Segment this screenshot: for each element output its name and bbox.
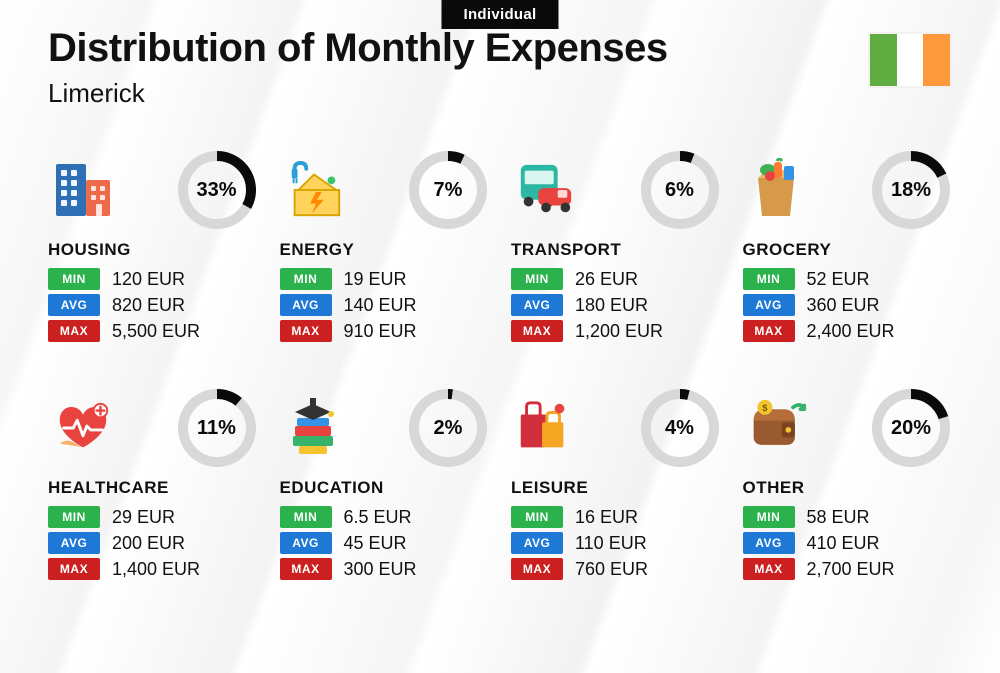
min-pill: MIN bbox=[48, 506, 100, 528]
avg-value: 200 EUR bbox=[112, 533, 185, 554]
avg-pill: AVG bbox=[280, 294, 332, 316]
min-pill: MIN bbox=[743, 268, 795, 290]
max-pill: MAX bbox=[743, 320, 795, 342]
pct-ring: 2% bbox=[407, 387, 489, 469]
pct-value: 33% bbox=[176, 149, 258, 231]
housing-icon bbox=[48, 155, 128, 225]
pct-value: 7% bbox=[407, 149, 489, 231]
category-name: HOUSING bbox=[48, 240, 258, 260]
category-card-other: $ 20% OTHER MIN 58 EUR AVG 410 EUR MAX 2… bbox=[743, 388, 953, 584]
avg-value: 140 EUR bbox=[344, 295, 417, 316]
avg-pill: AVG bbox=[280, 532, 332, 554]
category-card-leisure: 4% LEISURE MIN 16 EUR AVG 110 EUR MAX 76… bbox=[511, 388, 721, 584]
min-pill: MIN bbox=[511, 268, 563, 290]
pct-ring: 6% bbox=[639, 149, 721, 231]
pct-ring: 20% bbox=[870, 387, 952, 469]
min-pill: MIN bbox=[511, 506, 563, 528]
avg-pill: AVG bbox=[48, 294, 100, 316]
energy-icon bbox=[280, 155, 360, 225]
page-title: Distribution of Monthly Expenses bbox=[48, 26, 952, 70]
max-value: 300 EUR bbox=[344, 559, 417, 580]
max-value: 760 EUR bbox=[575, 559, 648, 580]
max-value: 910 EUR bbox=[344, 321, 417, 342]
max-pill: MAX bbox=[48, 558, 100, 580]
pct-ring: 18% bbox=[870, 149, 952, 231]
min-value: 6.5 EUR bbox=[344, 507, 412, 528]
max-value: 1,400 EUR bbox=[112, 559, 200, 580]
category-name: OTHER bbox=[743, 478, 953, 498]
min-value: 19 EUR bbox=[344, 269, 407, 290]
min-value: 29 EUR bbox=[112, 507, 175, 528]
min-value: 52 EUR bbox=[807, 269, 870, 290]
max-pill: MAX bbox=[743, 558, 795, 580]
city-name: Limerick bbox=[48, 78, 952, 109]
category-card-healthcare: 11% HEALTHCARE MIN 29 EUR AVG 200 EUR MA… bbox=[48, 388, 258, 584]
category-card-transport: 6% TRANSPORT MIN 26 EUR AVG 180 EUR MAX … bbox=[511, 150, 721, 346]
pct-value: 11% bbox=[176, 387, 258, 469]
pct-value: 2% bbox=[407, 387, 489, 469]
max-pill: MAX bbox=[280, 558, 332, 580]
pct-ring: 7% bbox=[407, 149, 489, 231]
category-name: GROCERY bbox=[743, 240, 953, 260]
category-name: LEISURE bbox=[511, 478, 721, 498]
pct-ring: 4% bbox=[639, 387, 721, 469]
category-card-education: 2% EDUCATION MIN 6.5 EUR AVG 45 EUR MAX … bbox=[280, 388, 490, 584]
pct-value: 4% bbox=[639, 387, 721, 469]
avg-pill: AVG bbox=[743, 294, 795, 316]
avg-pill: AVG bbox=[511, 532, 563, 554]
audience-tag: Individual bbox=[441, 0, 558, 29]
category-card-energy: 7% ENERGY MIN 19 EUR AVG 140 EUR MAX 910… bbox=[280, 150, 490, 346]
min-pill: MIN bbox=[280, 268, 332, 290]
category-card-housing: 33% HOUSING MIN 120 EUR AVG 820 EUR MAX … bbox=[48, 150, 258, 346]
pct-ring: 11% bbox=[176, 387, 258, 469]
header: Distribution of Monthly Expenses Limeric… bbox=[48, 26, 952, 109]
max-pill: MAX bbox=[48, 320, 100, 342]
avg-value: 360 EUR bbox=[807, 295, 880, 316]
min-pill: MIN bbox=[48, 268, 100, 290]
category-name: TRANSPORT bbox=[511, 240, 721, 260]
max-value: 5,500 EUR bbox=[112, 321, 200, 342]
svg-text:$: $ bbox=[762, 403, 768, 413]
avg-pill: AVG bbox=[511, 294, 563, 316]
avg-pill: AVG bbox=[48, 532, 100, 554]
pct-value: 20% bbox=[870, 387, 952, 469]
avg-value: 820 EUR bbox=[112, 295, 185, 316]
max-value: 2,400 EUR bbox=[807, 321, 895, 342]
category-name: ENERGY bbox=[280, 240, 490, 260]
other-icon: $ bbox=[743, 393, 823, 463]
min-value: 26 EUR bbox=[575, 269, 638, 290]
education-icon bbox=[280, 393, 360, 463]
pct-ring: 33% bbox=[176, 149, 258, 231]
category-card-grocery: 18% GROCERY MIN 52 EUR AVG 360 EUR MAX 2… bbox=[743, 150, 953, 346]
max-pill: MAX bbox=[280, 320, 332, 342]
max-value: 1,200 EUR bbox=[575, 321, 663, 342]
avg-value: 110 EUR bbox=[575, 533, 647, 554]
avg-value: 180 EUR bbox=[575, 295, 648, 316]
transport-icon bbox=[511, 155, 591, 225]
max-value: 2,700 EUR bbox=[807, 559, 895, 580]
avg-value: 45 EUR bbox=[344, 533, 407, 554]
category-name: HEALTHCARE bbox=[48, 478, 258, 498]
leisure-icon bbox=[511, 393, 591, 463]
avg-value: 410 EUR bbox=[807, 533, 880, 554]
country-flag bbox=[868, 32, 952, 88]
pct-value: 6% bbox=[639, 149, 721, 231]
avg-pill: AVG bbox=[743, 532, 795, 554]
pct-value: 18% bbox=[870, 149, 952, 231]
min-value: 16 EUR bbox=[575, 507, 638, 528]
max-pill: MAX bbox=[511, 320, 563, 342]
min-value: 120 EUR bbox=[112, 269, 185, 290]
max-pill: MAX bbox=[511, 558, 563, 580]
healthcare-icon bbox=[48, 393, 128, 463]
min-pill: MIN bbox=[743, 506, 795, 528]
grocery-icon bbox=[743, 155, 823, 225]
min-value: 58 EUR bbox=[807, 507, 870, 528]
min-pill: MIN bbox=[280, 506, 332, 528]
category-name: EDUCATION bbox=[280, 478, 490, 498]
categories-grid: 33% HOUSING MIN 120 EUR AVG 820 EUR MAX … bbox=[48, 150, 952, 584]
